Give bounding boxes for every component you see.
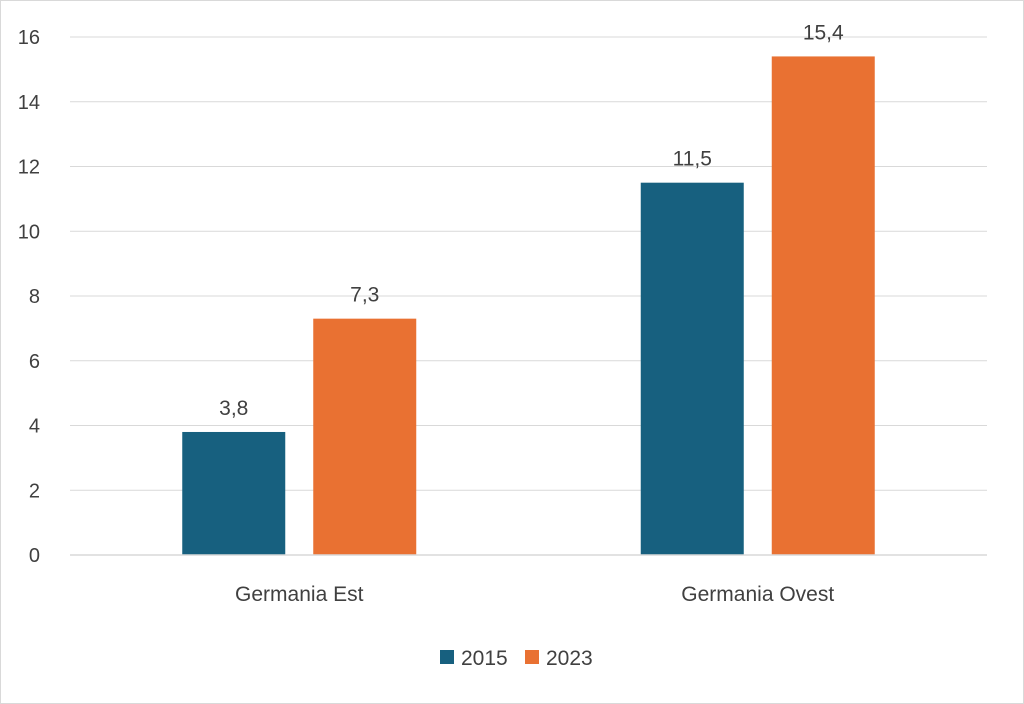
data-labels: 3,8 7,3 11,5 15,4 <box>219 21 844 420</box>
y-tick-label: 8 <box>29 286 40 308</box>
y-tick-label: 6 <box>29 351 40 373</box>
bar-2023-0 <box>313 318 417 555</box>
y-tick-label: 2 <box>29 480 40 502</box>
x-category-label: Germania Ovest <box>681 583 834 606</box>
y-tick-label: 12 <box>18 157 40 179</box>
legend-swatch <box>525 650 539 664</box>
legend-item: 2023 <box>525 647 593 670</box>
y-tick-label: 4 <box>29 416 40 438</box>
x-axis: Germania Est Germania Ovest <box>70 554 987 606</box>
legend: 2015 2023 <box>440 647 593 670</box>
data-label: 3,8 <box>219 397 248 420</box>
y-tick-label: 10 <box>18 221 40 243</box>
bars <box>182 56 875 556</box>
legend-item: 2015 <box>440 647 508 670</box>
y-tick-label: 16 <box>18 27 40 49</box>
legend-swatch <box>440 650 454 664</box>
bar-2015-1 <box>640 182 744 555</box>
x-category-label: Germania Est <box>235 583 364 606</box>
data-label: 15,4 <box>803 21 844 44</box>
bar-2015-0 <box>182 431 286 555</box>
legend-label: 2023 <box>546 647 593 670</box>
data-label: 11,5 <box>673 148 712 171</box>
legend-label: 2015 <box>461 647 508 670</box>
data-label: 7,3 <box>350 284 379 307</box>
y-tick-label: 14 <box>18 92 40 114</box>
y-axis: 0 2 4 6 8 10 12 14 16 <box>18 27 40 567</box>
bar-2023-1 <box>771 56 875 556</box>
y-tick-label: 0 <box>29 545 40 567</box>
